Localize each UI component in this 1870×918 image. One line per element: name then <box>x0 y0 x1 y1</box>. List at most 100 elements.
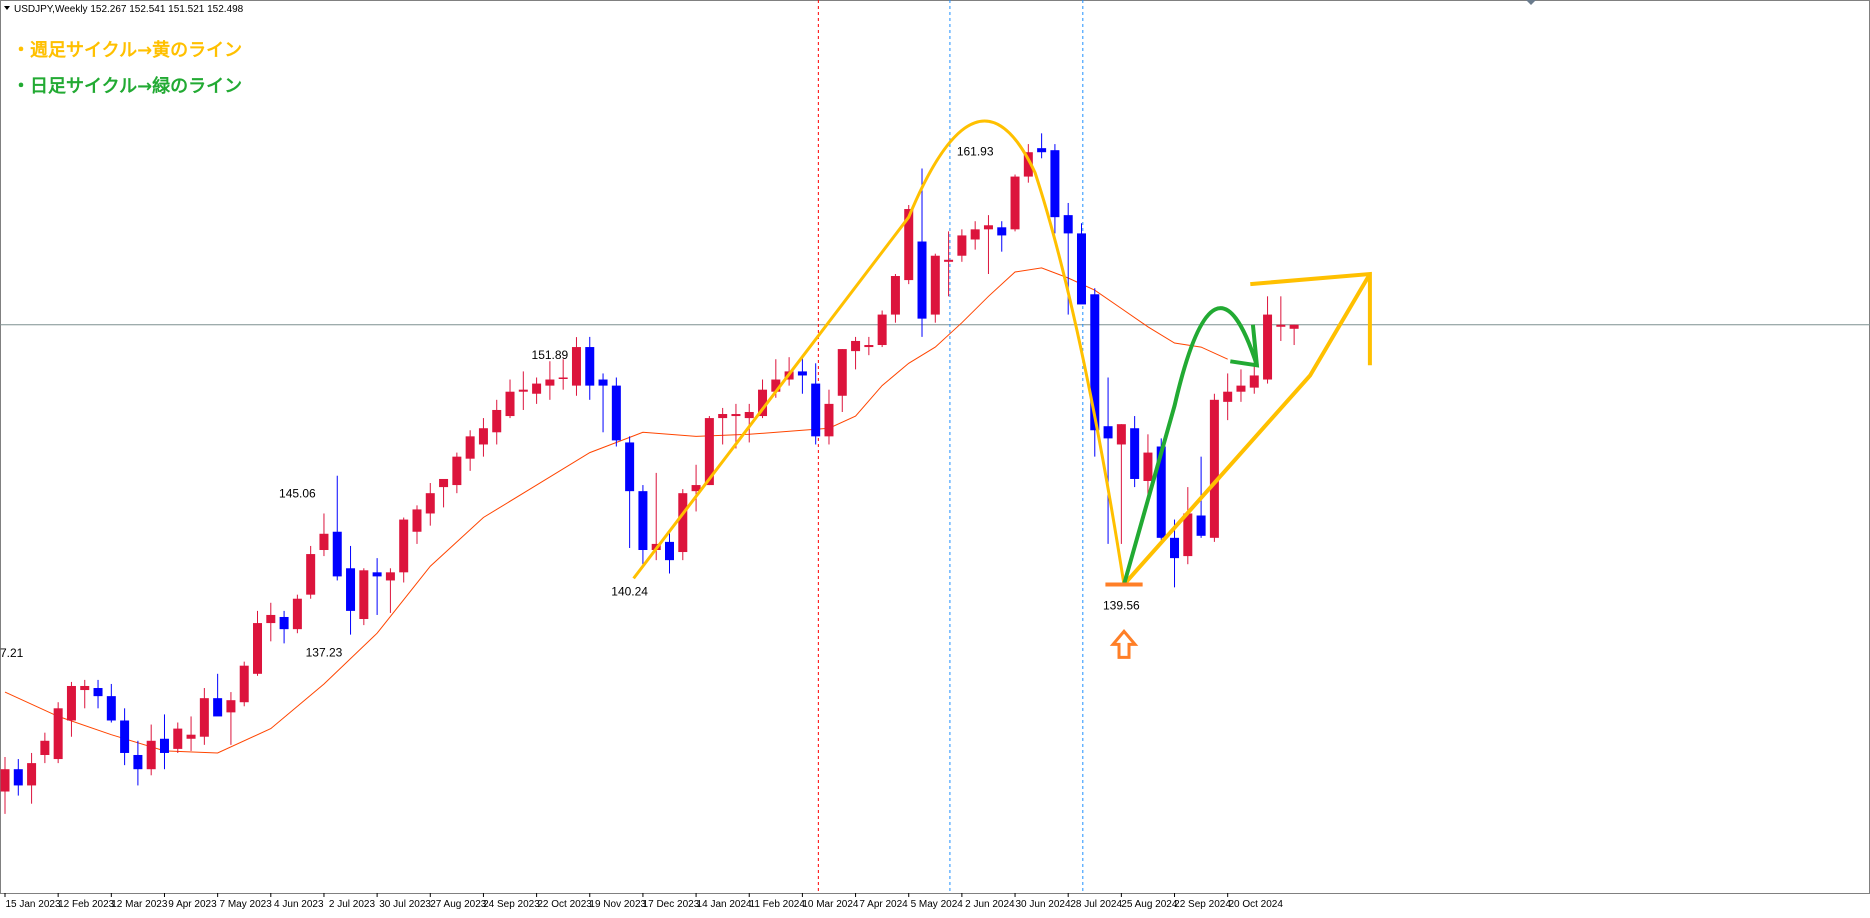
candle-23 <box>306 545 316 599</box>
collapse-triangle-icon[interactable] <box>4 6 10 10</box>
candle-7 <box>93 679 103 709</box>
x-tick-label: 19 Nov 2023 <box>589 899 646 910</box>
candle-63 <box>837 349 847 412</box>
candle-70 <box>930 253 940 323</box>
x-tick-label: 24 Sep 2023 <box>483 899 540 910</box>
candle-body <box>133 754 143 770</box>
candle-53 <box>704 416 714 486</box>
candle-14 <box>186 716 196 751</box>
candle-body <box>146 740 156 770</box>
candle-body <box>1037 148 1047 153</box>
candle-body <box>970 229 980 240</box>
x-tick-label: 14 Jan 2024 <box>697 899 752 910</box>
candle-62 <box>824 389 834 445</box>
x-tick-label: 11 Feb 2024 <box>750 899 806 910</box>
candle-body <box>1289 324 1299 329</box>
price-label: 139.56 <box>1103 598 1140 612</box>
price-label: 140.24 <box>611 585 648 599</box>
candle-body <box>571 347 581 386</box>
candle-body <box>944 259 954 262</box>
candle-body <box>0 769 10 792</box>
candle-body <box>385 572 395 581</box>
candle-84 <box>1116 424 1126 544</box>
weekly-cycle-curve <box>632 119 1126 585</box>
x-tick-label: 7 May 2023 <box>220 899 273 910</box>
candle-9 <box>120 708 130 766</box>
candle-body <box>306 554 316 595</box>
candle-66 <box>877 310 887 348</box>
candle-body <box>372 572 382 577</box>
candle-body <box>1090 294 1100 431</box>
candle-24 <box>319 513 329 557</box>
candle-27 <box>359 568 369 626</box>
candle-body <box>1010 176 1020 230</box>
candle-6 <box>80 679 90 709</box>
candle-body <box>186 734 196 739</box>
candle-54 <box>718 407 728 445</box>
drawing-overlay-layer <box>632 119 1372 659</box>
candle-layer <box>0 133 1299 814</box>
candle-88 <box>1170 519 1180 588</box>
candle-25 <box>332 475 342 581</box>
candle-body <box>425 493 435 514</box>
candle-body <box>1023 152 1033 177</box>
candle-body <box>80 685 90 691</box>
candle-body <box>1076 233 1086 305</box>
candle-body <box>983 225 993 230</box>
candle-39 <box>518 371 528 410</box>
candle-89 <box>1183 487 1193 565</box>
candle-body <box>1276 324 1286 327</box>
daily-cycle-note: ・日足サイクル→緑のライン <box>12 75 242 97</box>
candle-body <box>1063 215 1073 234</box>
candle-body <box>824 403 834 437</box>
candle-34 <box>452 452 462 494</box>
candle-0 <box>0 757 10 814</box>
price-label: 137.21 <box>0 646 24 660</box>
candle-74 <box>983 215 993 274</box>
candle-body <box>930 255 940 315</box>
candle-body <box>93 688 103 697</box>
candle-8 <box>106 683 116 723</box>
candle-body <box>811 383 821 437</box>
candle-body <box>412 509 422 532</box>
price-label: 145.06 <box>279 487 316 501</box>
price-label: 161.93 <box>957 144 994 158</box>
candle-body <box>797 371 807 376</box>
candle-65 <box>864 336 874 356</box>
x-tick-label: 27 Aug 2023 <box>430 899 487 910</box>
candle-body <box>332 531 342 577</box>
price-label: 151.89 <box>532 348 569 362</box>
candle-29 <box>385 568 395 613</box>
candle-body <box>877 314 887 346</box>
candle-body <box>106 696 116 721</box>
candle-body <box>173 728 183 749</box>
candle-body <box>346 568 356 611</box>
candle-72 <box>957 229 967 262</box>
x-tick-label: 7 Apr 2024 <box>859 899 908 910</box>
candle-4 <box>53 702 63 764</box>
x-tick-label: 25 Aug 2024 <box>1121 899 1178 910</box>
candle-30 <box>399 517 409 583</box>
candle-32 <box>425 483 435 526</box>
scroll-marker-icon[interactable] <box>1526 0 1536 5</box>
candle-body <box>53 708 63 760</box>
candle-body <box>13 769 23 786</box>
x-tick-label: 28 Jul 2024 <box>1070 899 1122 910</box>
candle-91 <box>1209 393 1219 542</box>
candle-body <box>1249 375 1259 388</box>
candle-55 <box>731 403 741 449</box>
candle-41 <box>545 361 555 400</box>
candle-body <box>611 385 621 441</box>
weekly-cycle-projection <box>1122 272 1372 586</box>
candle-body <box>1236 385 1246 392</box>
candle-body <box>1263 314 1273 380</box>
candle-body <box>239 665 249 703</box>
candle-body <box>319 533 329 551</box>
x-tick-label: 30 Jul 2023 <box>379 899 431 910</box>
candle-61 <box>811 363 821 445</box>
candle-40 <box>532 377 542 404</box>
candle-body <box>704 418 714 486</box>
